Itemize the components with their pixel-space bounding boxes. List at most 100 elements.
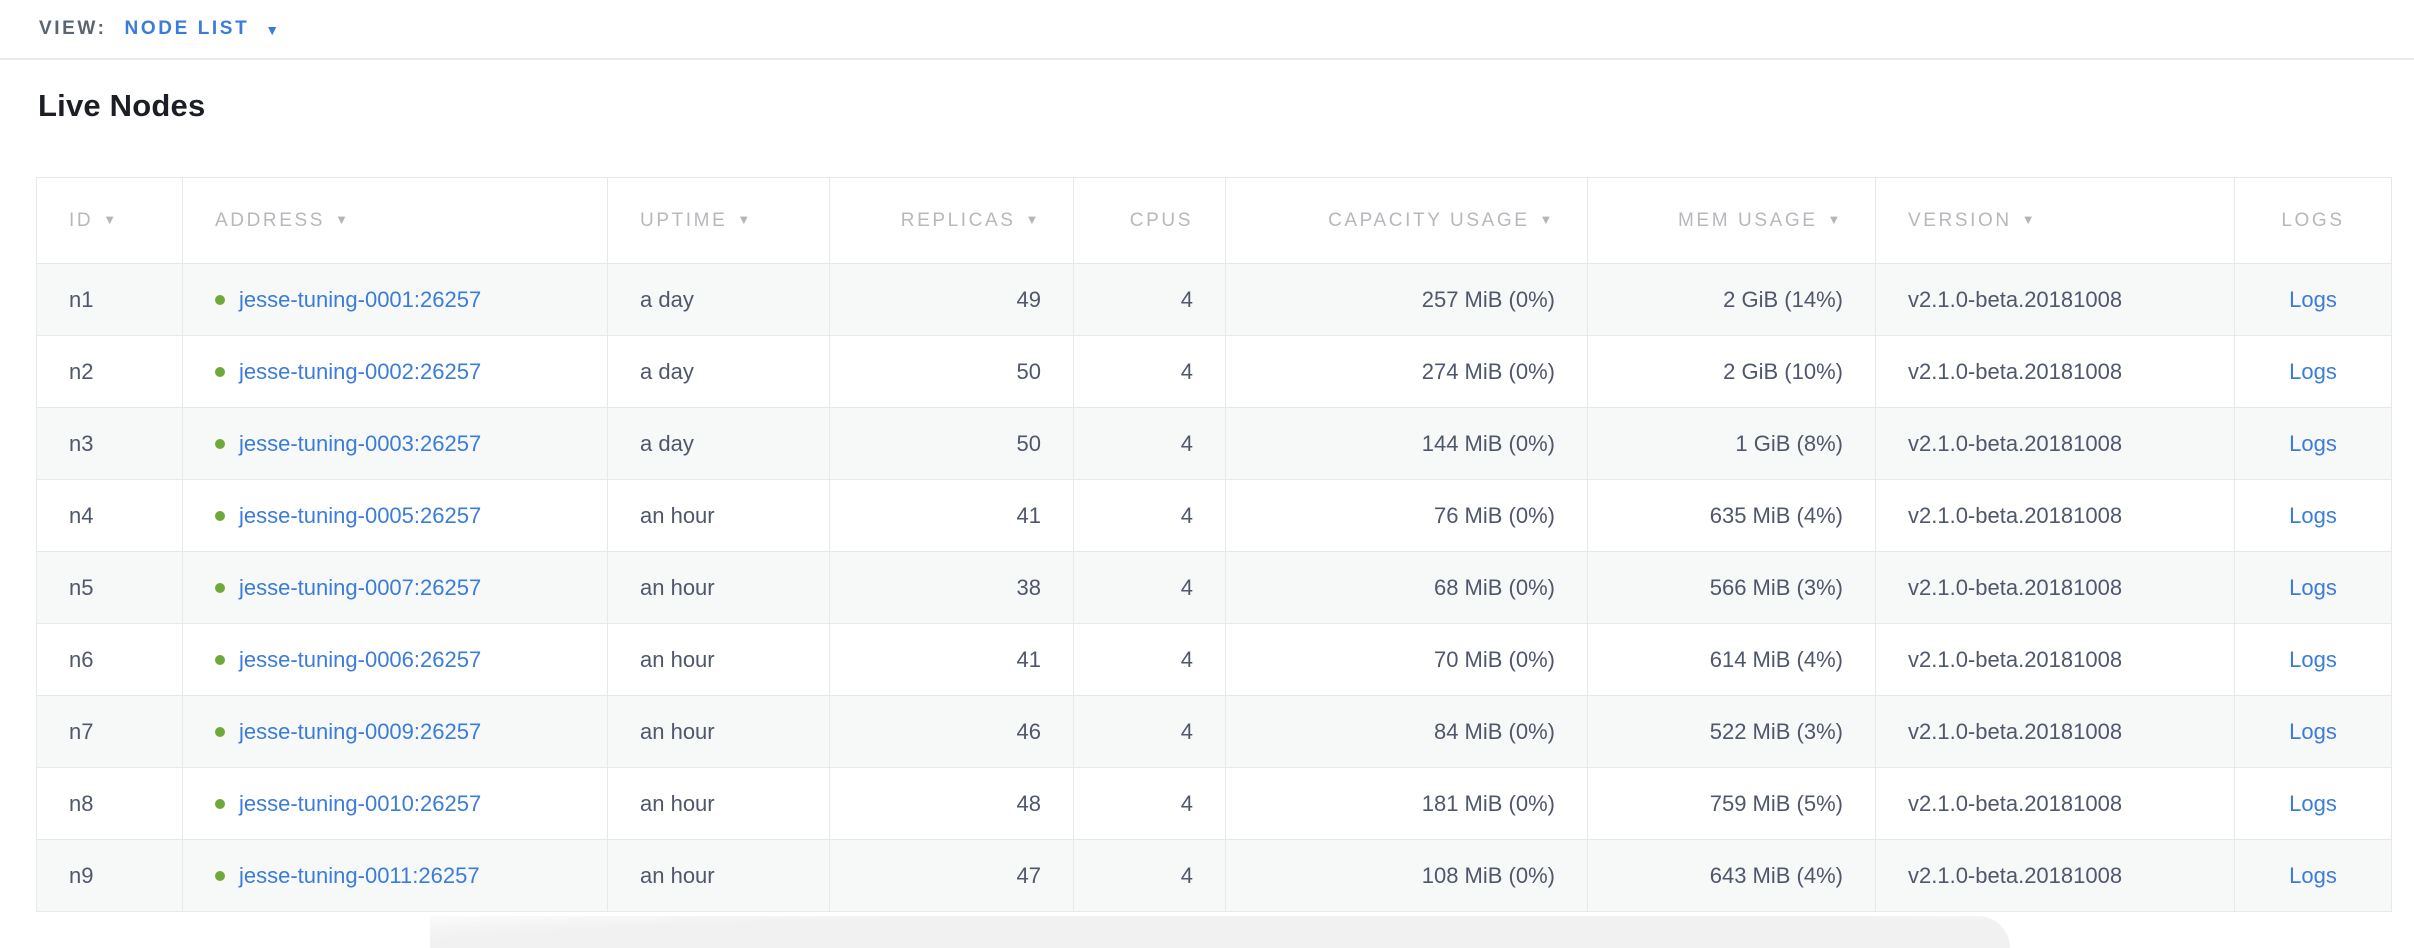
node-address-link[interactable]: jesse-tuning-0006:26257: [239, 646, 482, 672]
node-address-link[interactable]: jesse-tuning-0010:26257: [239, 790, 482, 816]
sort-desc-icon: ▼: [335, 211, 351, 227]
node-id-cell: n5: [36, 551, 183, 624]
capacity-usage-cell: 274 MiB (0%): [1225, 335, 1588, 408]
logs-link[interactable]: Logs: [2289, 574, 2337, 600]
node-live-status-icon: [215, 726, 225, 737]
node-address-link[interactable]: jesse-tuning-0001:26257: [239, 286, 482, 312]
capacity-usage-cell: 70 MiB (0%): [1225, 623, 1588, 696]
sort-desc-icon: ▼: [1025, 211, 1041, 227]
mem-usage-cell: 522 MiB (3%): [1587, 695, 1876, 768]
column-header-capacity-usage[interactable]: CAPACITY USAGE ▼: [1225, 177, 1588, 264]
column-header-label: CPUS: [1129, 209, 1193, 231]
node-live-status-icon: [215, 510, 225, 521]
table-row: n7 jesse-tuning-0009:26257 an hour 46 4 …: [36, 695, 2392, 768]
logs-link[interactable]: Logs: [2289, 430, 2337, 456]
logs-cell: Logs: [2234, 623, 2392, 696]
node-id-cell: n9: [36, 839, 183, 912]
column-header-label: ADDRESS: [215, 209, 326, 231]
logs-cell: Logs: [2234, 551, 2392, 624]
version-cell: v2.1.0-beta.20181008: [1875, 623, 2235, 696]
node-live-status-icon: [215, 366, 225, 377]
sort-desc-icon: ▼: [103, 211, 119, 227]
logs-cell: Logs: [2234, 479, 2392, 552]
cpus-cell: 4: [1073, 479, 1226, 552]
node-live-status-icon: [215, 582, 225, 593]
node-id-cell: n2: [36, 335, 183, 408]
node-address-link[interactable]: jesse-tuning-0005:26257: [239, 502, 482, 528]
capacity-usage-cell: 76 MiB (0%): [1225, 479, 1588, 552]
node-address-cell: jesse-tuning-0010:26257: [182, 767, 608, 840]
logs-cell: Logs: [2234, 839, 2392, 912]
logs-cell: Logs: [2234, 263, 2392, 336]
table-header-row: ID ▼ ADDRESS ▼ UPTIME ▼ REPLICAS ▼ CPUS CAPA…: [36, 177, 2392, 264]
logs-cell: Logs: [2234, 695, 2392, 768]
column-header-label: LOGS: [2281, 209, 2345, 231]
node-live-status-icon: [215, 654, 225, 665]
column-header-label: CAPACITY USAGE: [1328, 209, 1530, 231]
column-header-replicas[interactable]: REPLICAS ▼: [829, 177, 1074, 264]
column-header-label: UPTIME: [640, 209, 728, 231]
uptime-cell: an hour: [607, 839, 830, 912]
capacity-usage-cell: 181 MiB (0%): [1225, 767, 1588, 840]
node-id-cell: n1: [36, 263, 183, 336]
node-live-status-icon: [215, 294, 225, 305]
caret-down-icon: ▼: [265, 22, 280, 38]
node-address-cell: jesse-tuning-0002:26257: [182, 335, 608, 408]
view-label: VIEW:: [39, 18, 107, 39]
replicas-cell: 49: [829, 263, 1074, 336]
view-selector-dropdown[interactable]: NODE LIST ▼: [125, 18, 280, 40]
table-row: n6 jesse-tuning-0006:26257 an hour 41 4 …: [36, 623, 2392, 696]
node-address-link[interactable]: jesse-tuning-0011:26257: [239, 862, 480, 888]
logs-link[interactable]: Logs: [2289, 286, 2337, 312]
node-live-status-icon: [215, 870, 225, 881]
column-header-address[interactable]: ADDRESS ▼: [182, 177, 608, 264]
node-live-status-icon: [215, 438, 225, 449]
replicas-cell: 38: [829, 551, 1074, 624]
logs-link[interactable]: Logs: [2289, 502, 2337, 528]
mem-usage-cell: 759 MiB (5%): [1587, 767, 1876, 840]
mem-usage-cell: 566 MiB (3%): [1587, 551, 1876, 624]
logs-link[interactable]: Logs: [2289, 358, 2337, 384]
node-address-link[interactable]: jesse-tuning-0002:26257: [239, 358, 482, 384]
logs-link[interactable]: Logs: [2289, 718, 2337, 744]
uptime-cell: a day: [607, 335, 830, 408]
capacity-usage-cell: 108 MiB (0%): [1225, 839, 1588, 912]
capacity-usage-cell: 144 MiB (0%): [1225, 407, 1588, 480]
logs-cell: Logs: [2234, 767, 2392, 840]
mem-usage-cell: 1 GiB (8%): [1587, 407, 1876, 480]
uptime-cell: a day: [607, 407, 830, 480]
node-address-link[interactable]: jesse-tuning-0003:26257: [239, 430, 482, 456]
uptime-cell: an hour: [607, 695, 830, 768]
logs-link[interactable]: Logs: [2289, 790, 2337, 816]
capacity-usage-cell: 68 MiB (0%): [1225, 551, 1588, 624]
table-row: n3 jesse-tuning-0003:26257 a day 50 4 14…: [36, 407, 2392, 480]
mem-usage-cell: 643 MiB (4%): [1587, 839, 1876, 912]
column-header-version[interactable]: VERSION ▼: [1875, 177, 2235, 264]
column-header-mem-usage[interactable]: MEM USAGE ▼: [1587, 177, 1876, 264]
logs-link[interactable]: Logs: [2289, 862, 2337, 888]
node-id-cell: n7: [36, 695, 183, 768]
table-row: n2 jesse-tuning-0002:26257 a day 50 4 27…: [36, 335, 2392, 408]
node-id-cell: n3: [36, 407, 183, 480]
cpus-cell: 4: [1073, 335, 1226, 408]
node-id-cell: n8: [36, 767, 183, 840]
column-header-label: VERSION: [1908, 209, 2012, 231]
logs-link[interactable]: Logs: [2289, 646, 2337, 672]
node-address-link[interactable]: jesse-tuning-0007:26257: [239, 574, 482, 600]
node-address-cell: jesse-tuning-0001:26257: [182, 263, 608, 336]
column-header-label: REPLICAS: [900, 209, 1016, 231]
node-address-cell: jesse-tuning-0009:26257: [182, 695, 608, 768]
node-address-cell: jesse-tuning-0005:26257: [182, 479, 608, 552]
uptime-cell: an hour: [607, 623, 830, 696]
sort-desc-icon: ▼: [2021, 211, 2038, 227]
column-header-id[interactable]: ID ▼: [36, 177, 183, 264]
node-address-link[interactable]: jesse-tuning-0009:26257: [239, 718, 482, 744]
next-section-edge: [430, 916, 2010, 948]
version-cell: v2.1.0-beta.20181008: [1875, 767, 2235, 840]
column-header-logs: LOGS: [2234, 177, 2392, 264]
column-header-uptime[interactable]: UPTIME ▼: [607, 177, 830, 264]
sort-desc-icon: ▼: [1827, 211, 1843, 227]
replicas-cell: 50: [829, 335, 1074, 408]
replicas-cell: 41: [829, 623, 1074, 696]
mem-usage-cell: 635 MiB (4%): [1587, 479, 1876, 552]
